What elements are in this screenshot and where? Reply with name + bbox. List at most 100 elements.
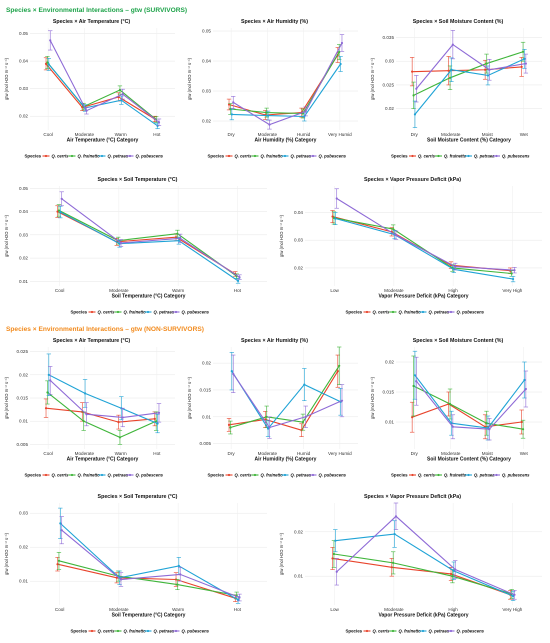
- y-tick-label: 0.02: [19, 545, 28, 550]
- y-axis-label: gtw (mol H2O m⁻² s⁻¹): [4, 532, 9, 575]
- y-tick-label: 0.03: [202, 89, 211, 94]
- series-line: [61, 529, 240, 599]
- legend-item-label: Q. pubescens: [319, 154, 347, 159]
- series-qpetraea: [46, 58, 160, 129]
- y-tick-label: 0.005: [17, 442, 29, 447]
- legend-item-label: Q. cerris: [373, 629, 391, 634]
- y-axis-label: gtw (mol H2O m⁻² s⁻¹): [4, 57, 9, 100]
- data-point: [60, 529, 63, 532]
- series-line: [47, 392, 157, 439]
- chart-panel-6: Species × Air Humidity (%) 0.005 0.01 0.015…: [187, 338, 358, 478]
- legend-item-label: Q. petraea: [108, 473, 129, 478]
- series-line: [49, 40, 160, 123]
- data-point: [523, 378, 526, 382]
- series-qfrainetto: [228, 44, 342, 119]
- data-point: [448, 402, 452, 406]
- data-point: [265, 111, 268, 114]
- x-tick-label: Moderate: [441, 132, 461, 137]
- data-point: [177, 564, 180, 568]
- x-tick-label: Wet: [520, 132, 529, 137]
- legend-swatch-dot: [146, 629, 150, 633]
- series-line: [333, 553, 512, 595]
- series-qfrainetto: [411, 41, 526, 109]
- legend-swatch-dot: [311, 473, 315, 477]
- data-point: [338, 364, 341, 367]
- data-point: [488, 68, 491, 71]
- y-tick-label: 0.035: [383, 35, 395, 40]
- legend-title: Species: [391, 473, 408, 478]
- data-point: [339, 62, 342, 66]
- legend-item-label: Q. frainetto: [444, 154, 467, 159]
- y-tick-label: 0.05: [19, 31, 28, 36]
- data-point: [236, 598, 240, 602]
- legend-item-label: Q. cerris: [235, 473, 253, 478]
- data-point: [331, 215, 334, 218]
- legend-swatch-dot: [70, 473, 74, 477]
- x-tick-label: High: [448, 607, 458, 612]
- legend-swatch-dot: [116, 310, 120, 314]
- legend-swatch-dot: [449, 310, 453, 314]
- legend-swatch-dot: [311, 154, 315, 158]
- y-tick-label: 0.03: [294, 238, 303, 243]
- data-point: [57, 209, 61, 212]
- data-point: [230, 370, 233, 373]
- data-point: [332, 552, 336, 556]
- legend-title: Species: [346, 310, 363, 315]
- data-point: [236, 279, 240, 282]
- y-axis-label: gtw (mol H2O m⁻² s⁻¹): [279, 214, 284, 257]
- y-axis-label: gtw (mol H2O m⁻² s⁻¹): [187, 57, 192, 100]
- legend-swatch-dot: [70, 154, 74, 158]
- legend-swatch-dot: [128, 154, 132, 158]
- series-qpubescens: [231, 34, 345, 130]
- data-point: [524, 387, 527, 391]
- legend-swatch-dot: [411, 473, 414, 477]
- legend-swatch-dot: [365, 629, 369, 633]
- data-point: [85, 413, 88, 416]
- chart-title: Species × Vapor Pressure Deficit (kPa): [364, 494, 461, 500]
- x-axis-label: Vapor Pressure Deficit (kPa) Category: [378, 613, 468, 619]
- x-tick-label: Warm: [172, 607, 184, 612]
- data-point: [521, 50, 525, 53]
- x-tick-label: Moderate: [109, 607, 129, 612]
- y-tick-label: 0.02: [202, 361, 211, 366]
- data-point: [484, 68, 487, 71]
- chart-panel-0: Species × Air Temperature (°C) 0.02 0.03 0.…: [4, 19, 175, 159]
- x-tick-label: Humid: [297, 451, 311, 456]
- data-point: [118, 436, 122, 439]
- chart-panel-5: Species × Air Temperature (°C) 0.005 0.01 0…: [4, 338, 175, 478]
- y-tick-label: 0.025: [383, 82, 395, 87]
- data-point: [155, 420, 158, 423]
- legend-swatch-dot: [391, 629, 395, 633]
- x-tick-label: Moderate: [75, 451, 95, 456]
- y-axis-label: gtw (mol H2O m⁻² s⁻¹): [187, 376, 192, 419]
- x-tick-label: High: [448, 288, 458, 293]
- series-qpubescens: [48, 30, 162, 126]
- series-qcerris: [330, 210, 513, 274]
- legend-swatch-dot: [100, 473, 104, 477]
- data-point: [450, 68, 453, 71]
- data-point: [486, 74, 490, 77]
- chart-title: Species × Air Humidity (%): [241, 19, 308, 25]
- legend-item-label: Q. frainetto: [124, 629, 147, 634]
- x-tick-label: Warm: [115, 132, 127, 137]
- legend: Species Q. cerris Q. frainetto Q. petraea Q.…: [25, 473, 164, 478]
- legend-item-label: Q. pubescens: [457, 629, 485, 634]
- legend-swatch-dot: [116, 629, 120, 633]
- series-line: [411, 403, 522, 428]
- data-point: [340, 399, 344, 402]
- legend-swatch-dot: [90, 629, 94, 633]
- section-title-survivors: Species × Environmental Interactions – g…: [6, 7, 187, 14]
- legend-item-label: Q. pubescens: [502, 473, 530, 478]
- data-point: [121, 93, 124, 96]
- legend-swatch-dot: [365, 310, 369, 314]
- legend: Species Q. cerris Q. frainetto Q. petraea Q.…: [208, 473, 347, 478]
- data-point: [238, 596, 241, 599]
- legend-item-label: Q. frainetto: [78, 154, 101, 159]
- data-point: [454, 568, 457, 571]
- data-point: [411, 70, 414, 73]
- legend-swatch-dot: [100, 154, 104, 158]
- series-qpubescens: [59, 191, 242, 280]
- y-tick-label: 0.04: [19, 59, 28, 64]
- x-tick-label: Warm: [172, 288, 184, 293]
- data-point: [394, 234, 398, 237]
